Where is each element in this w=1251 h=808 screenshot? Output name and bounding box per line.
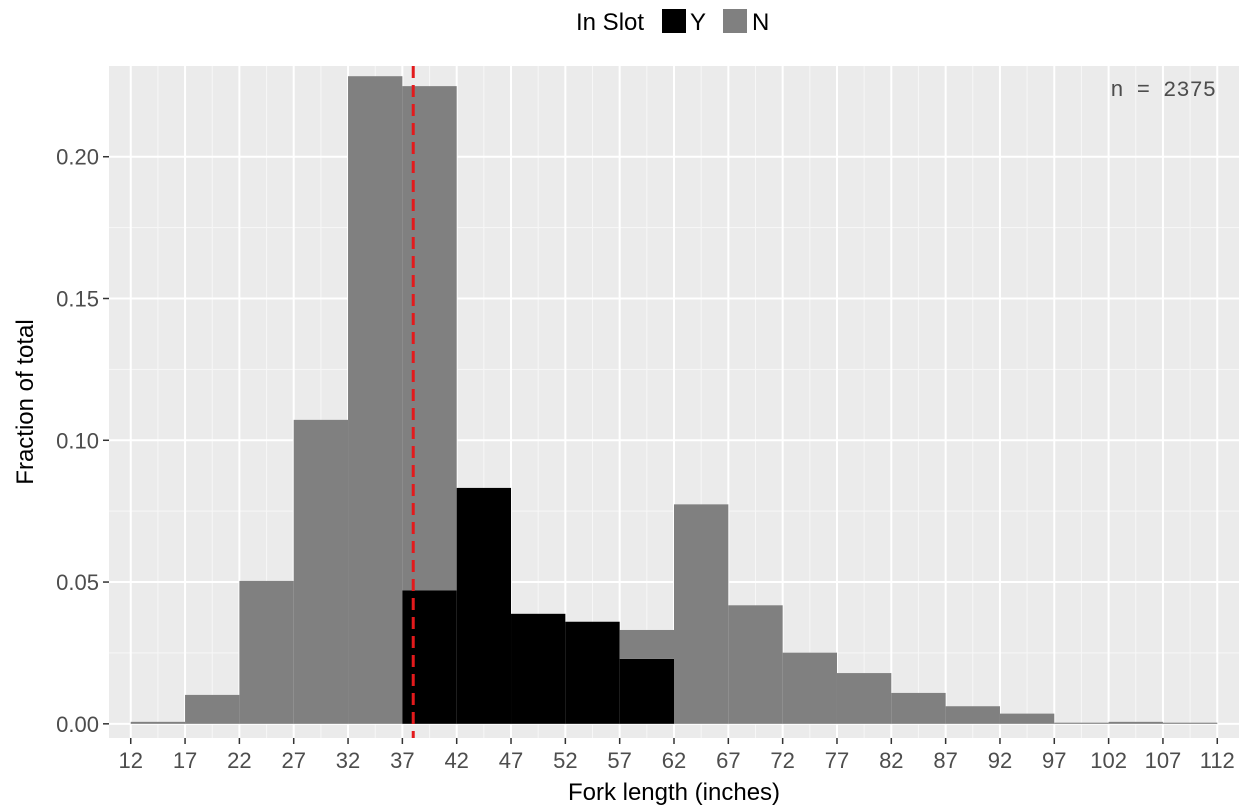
x-tick-label: 97 — [1042, 748, 1066, 773]
x-tick-label: 22 — [227, 748, 251, 773]
x-tick-label: 52 — [553, 748, 577, 773]
y-tick-label: 0.00 — [56, 712, 99, 737]
legend-title: In Slot — [576, 9, 644, 36]
x-tick-label: 87 — [933, 748, 957, 773]
y-tick-label: 0.10 — [56, 428, 99, 453]
bar-y-47 — [511, 613, 566, 724]
x-tick-label: 57 — [607, 748, 631, 773]
x-tick-label: 92 — [988, 748, 1012, 773]
legend-label-n: N — [752, 9, 769, 36]
bar-n-77 — [836, 673, 892, 724]
x-tick-label: 112 — [1200, 748, 1235, 773]
x-tick-label: 62 — [662, 748, 686, 773]
bar-n-32 — [348, 76, 403, 724]
bar-n-97 — [1054, 722, 1109, 724]
bar-y-52 — [565, 621, 620, 724]
bar-n-92 — [999, 713, 1055, 724]
x-tick-label: 107 — [1145, 748, 1182, 773]
sample-size-annotation: n = 2375 — [1110, 78, 1216, 103]
x-tick-label: 17 — [173, 748, 197, 773]
bar-n-67 — [728, 605, 783, 724]
y-axis-title: Fraction of total — [12, 319, 39, 484]
x-tick-label: 67 — [716, 748, 740, 773]
x-tick-label: 42 — [444, 748, 468, 773]
bars — [130, 76, 1218, 724]
bar-n-37 — [402, 86, 457, 591]
bar-y-42 — [456, 487, 512, 724]
x-tick-label: 27 — [281, 748, 305, 773]
bar-n-82 — [891, 692, 946, 724]
x-axis-title: Fork length (inches) — [568, 779, 780, 806]
x-tick-label: 72 — [770, 748, 794, 773]
x-tick-label: 102 — [1090, 748, 1127, 773]
x-tick-label: 82 — [879, 748, 903, 773]
bar-n-102 — [1108, 721, 1163, 724]
legend-swatch-y — [662, 9, 686, 33]
bar-y-37 — [402, 590, 457, 724]
bar-n-62 — [674, 504, 729, 724]
bar-n-87 — [945, 706, 1000, 724]
x-tick-label: 32 — [336, 748, 360, 773]
bar-n-22 — [239, 580, 294, 724]
y-axis: 0.00 0.05 0.10 0.15 0.20 — [56, 145, 109, 737]
bar-n-107 — [1162, 722, 1218, 724]
legend-swatch-n — [723, 9, 747, 33]
legend-label-y: Y — [690, 9, 706, 36]
bar-n-17 — [185, 694, 240, 724]
x-tick-label: 37 — [390, 748, 414, 773]
x-tick-label: 47 — [499, 748, 523, 773]
x-tick-label: 77 — [825, 748, 849, 773]
x-axis: 12 17 22 27 32 37 42 47 52 57 62 67 72 77 82 87 92 97 102 1… — [118, 738, 1235, 773]
bar-n-72 — [782, 652, 837, 724]
y-tick-label: 0.05 — [56, 570, 99, 595]
y-tick-label: 0.20 — [56, 145, 99, 170]
bar-n-12 — [130, 721, 186, 724]
x-tick-label: 12 — [118, 748, 142, 773]
y-tick-label: 0.15 — [56, 287, 99, 312]
bar-y-57 — [619, 658, 674, 724]
bar-n-27 — [293, 419, 349, 724]
bar-n-57 — [619, 629, 674, 659]
legend: In Slot Y N — [576, 9, 769, 36]
